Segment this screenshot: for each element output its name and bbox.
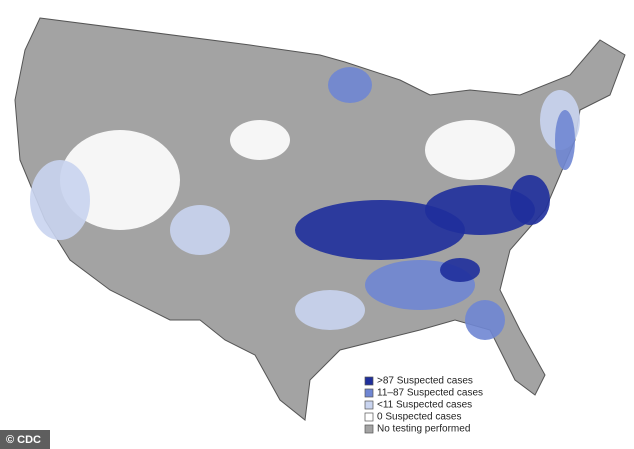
region bbox=[60, 130, 180, 230]
legend-swatch bbox=[364, 388, 374, 398]
region bbox=[295, 200, 465, 260]
region bbox=[425, 120, 515, 180]
county-regions bbox=[30, 67, 580, 340]
legend-swatch bbox=[364, 376, 374, 386]
region bbox=[30, 160, 90, 240]
region bbox=[170, 205, 230, 255]
region bbox=[510, 175, 550, 225]
region bbox=[295, 290, 365, 330]
region bbox=[440, 258, 480, 282]
legend-label: 0 Suspected cases bbox=[377, 412, 462, 423]
legend-label: 11–87 Suspected cases bbox=[377, 388, 483, 399]
region bbox=[328, 67, 372, 103]
region bbox=[425, 185, 535, 235]
credit-background bbox=[0, 430, 50, 449]
region bbox=[230, 120, 290, 160]
legend-label: >87 Suspected cases bbox=[377, 376, 473, 387]
legend-swatch bbox=[364, 400, 374, 410]
region bbox=[465, 300, 505, 340]
region bbox=[555, 110, 575, 170]
legend-label: No testing performed bbox=[377, 424, 470, 435]
legend-swatch bbox=[364, 424, 374, 434]
legend-label: <11 Suspected cases bbox=[377, 400, 472, 411]
legend-swatch bbox=[364, 412, 374, 422]
credit: © CDC bbox=[6, 434, 41, 446]
